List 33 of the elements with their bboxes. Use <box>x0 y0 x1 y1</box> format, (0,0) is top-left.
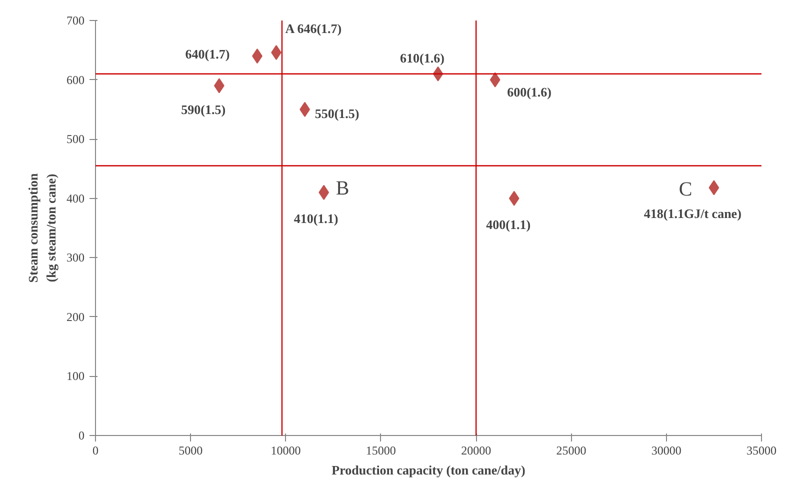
x-tick-label: 30000 <box>651 444 682 458</box>
point <box>490 72 500 88</box>
y-tick-label: 300 <box>66 250 84 265</box>
y-tick-label: 100 <box>66 369 84 384</box>
annotation: 600(1.6) <box>507 84 552 100</box>
x-tick-label: 5000 <box>178 444 203 458</box>
annotation: 610(1.6) <box>400 50 444 66</box>
annotation: C <box>678 178 692 201</box>
annotation: 550(1.5) <box>314 106 360 121</box>
x-tick-label: 15000 <box>366 444 396 458</box>
y-tick-label: 700 <box>66 14 84 28</box>
point <box>708 180 720 196</box>
annotation: 400(1.1) <box>486 216 531 232</box>
annotation: 590(1.5) <box>181 102 226 118</box>
y-tick-label: 600 <box>66 72 84 87</box>
x-axis-title: Production capacity (ton cane/day) <box>332 462 526 478</box>
y-tick-label: 0 <box>78 428 84 442</box>
y-tick-label: 200 <box>66 310 84 324</box>
y-tick-label: 500 <box>66 132 84 146</box>
x-tick-label: 35000 <box>746 444 776 458</box>
x-tick-label: 10000 <box>270 444 301 458</box>
annotation: 418(1.1GJ/t cane) <box>644 206 742 222</box>
x-tick-label: 20000 <box>461 444 492 458</box>
annotation: B <box>336 177 350 200</box>
point <box>508 190 520 206</box>
x-tick-label: 0 <box>92 444 98 458</box>
y-axis-title: Steam consumption (kg steam/ton cane) <box>26 172 58 283</box>
annotation: A 646(1.7) <box>285 21 342 36</box>
point <box>318 184 330 200</box>
x-tick-label: 25000 <box>556 444 586 458</box>
annotation: 410(1.1) <box>294 210 338 226</box>
y-tick-label: 400 <box>66 191 84 206</box>
annotation: 640(1.7) <box>185 46 230 62</box>
